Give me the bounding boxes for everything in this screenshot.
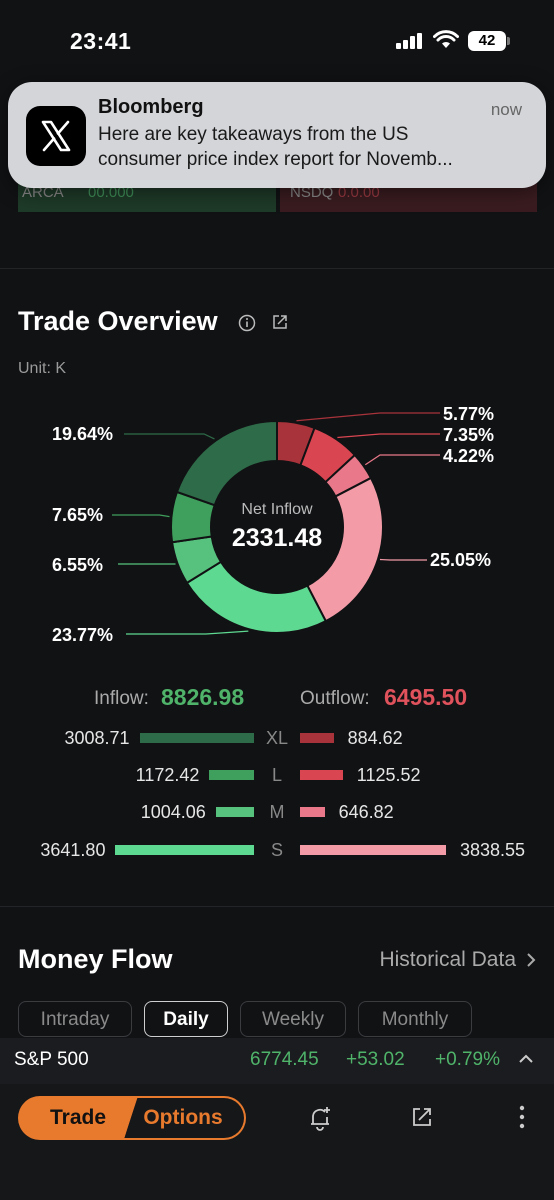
outflow-label: Outflow: [300,688,370,709]
inflow-value: 8826.98 [161,684,245,710]
index-quote-bar[interactable] [0,1038,554,1084]
outflow-row-value: 3838.55 [460,840,526,860]
outflow-bar [300,845,446,855]
caret-up-icon[interactable] [518,1054,534,1064]
donut-center-value: 2331.48 [232,524,322,552]
notification-body-line2: consumer price index report for Novemb..… [98,149,453,170]
slice-label: 6.55% [52,555,104,575]
inflow-row-value: 1004.06 [140,802,206,822]
tab-intraday[interactable]: Intraday [18,1001,132,1037]
wifi-icon [433,30,459,48]
cellular-signal-icon [396,33,422,49]
historical-data-label: Historical Data [379,948,516,971]
historical-data-link[interactable]: Historical Data [379,948,536,972]
ticker-left-value: 00.000 [88,184,134,201]
inflow-row-value: 1172.42 [135,765,200,785]
slice-label: 7.35% [443,425,495,445]
share-icon[interactable] [271,313,289,331]
size-label: M [269,802,285,822]
bell-add-icon[interactable] [308,1105,332,1131]
inflow-bar [215,807,254,817]
push-notification[interactable]: Bloomberg now Here are key takeaways fro… [8,82,546,188]
money-flow-title: Money Flow [18,944,173,974]
leader-line [124,433,215,440]
tab-weekly[interactable]: Weekly [240,1001,346,1037]
notification-time: now [490,100,522,119]
section-divider [0,268,554,269]
notification-body: Here are key takeaways from the US consu… [98,122,528,172]
donut-center-label: Net Inflow [241,501,313,518]
tab-monthly[interactable]: Monthly [358,1001,472,1037]
share-icon[interactable] [410,1105,434,1129]
ticker-left-name: ARCA [22,184,64,201]
inflow-label: Inflow: [94,688,149,709]
notification-title: Bloomberg [98,96,204,118]
inflow-bar [209,770,254,780]
more-vertical-icon[interactable] [518,1104,526,1130]
index-change: +53.02 [346,1049,405,1070]
leader-line [364,454,440,466]
options-button[interactable]: Options [122,1096,246,1140]
slice-label: 5.77% [443,404,495,424]
slice-label: 7.65% [52,505,104,525]
index-price: 6774.45 [250,1049,319,1070]
index-name: S&P 500 [14,1049,89,1070]
battery-indicator: 42 [468,31,506,51]
unit-label: Unit: K [18,360,67,377]
outflow-row-value: 1125.52 [356,765,421,785]
inflow-bar [115,845,254,855]
inflow-bar [139,733,254,743]
ticker-right-value: 0.0.00 [338,184,380,201]
status-time: 23:41 [70,28,132,54]
outflow-bar [300,733,334,743]
leader-line [296,412,440,422]
slice-label: 25.05% [430,550,492,570]
outflow-row-value: 646.82 [338,802,394,822]
tab-daily[interactable]: Daily [144,1001,228,1037]
size-label: L [271,765,282,785]
info-icon[interactable] [238,314,256,332]
donut-slice [185,560,328,634]
donut-slice [175,419,278,507]
trade-overview-title: Trade Overview [18,306,218,336]
trade-button[interactable]: Trade [18,1096,138,1140]
x-logo-icon [26,106,86,166]
outflow-value: 6495.50 [384,684,468,710]
slice-label: 23.77% [52,625,114,645]
net-inflow-donut-chart: Net Inflow 2331.48 [112,412,440,635]
leader-line [126,630,249,635]
size-label: XL [265,728,289,748]
chevron-right-icon [527,953,536,967]
battery-nub [507,37,510,45]
slice-label: 4.22% [443,446,495,466]
index-change-percent: +0.79% [435,1049,500,1070]
ticker-right-name: NSDQ [290,184,334,201]
leader-line [112,514,170,518]
inflow-row-value: 3008.71 [64,728,130,748]
notification-body-line1: Here are key takeaways from the US [98,124,409,145]
inflow-row-value: 3641.80 [40,840,106,860]
slice-label: 19.64% [52,424,114,444]
outflow-row-value: 884.62 [347,728,403,748]
leader-line [337,433,440,439]
outflow-bar [300,807,325,817]
outflow-bar [300,770,343,780]
section-divider [0,906,554,907]
size-label: S [270,840,283,860]
